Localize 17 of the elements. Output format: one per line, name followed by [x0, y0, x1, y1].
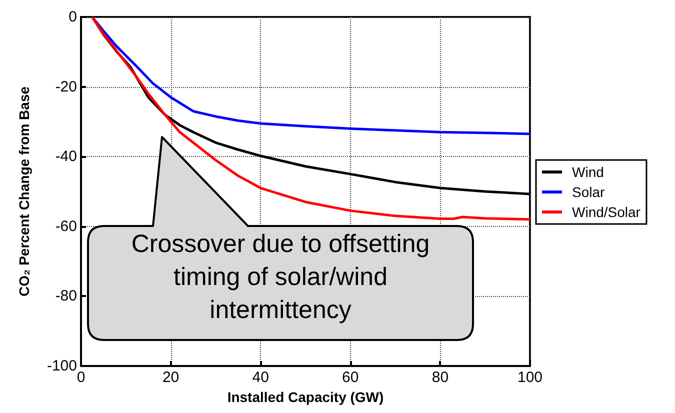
- y-tick-label: -60: [55, 218, 77, 235]
- y-tick-label: -40: [55, 148, 77, 166]
- x-tick-label: 60: [342, 369, 359, 386]
- y-tick-label: -100: [46, 358, 77, 374]
- x-tick-label: 40: [252, 369, 269, 386]
- y-tick-label: -20: [55, 78, 77, 96]
- legend-label: Wind/Solar: [572, 204, 641, 220]
- legend-label: Wind: [572, 164, 604, 180]
- x-axis-title: Installed Capacity (GW): [227, 388, 384, 405]
- x-tick-label: 20: [162, 369, 180, 386]
- y-tick-label: 0: [68, 8, 77, 26]
- x-tick-label: 100: [517, 369, 543, 386]
- y-tick-label: -80: [55, 288, 77, 305]
- x-tick-label: 80: [432, 369, 449, 386]
- y-axis-title: CO₂ Percent Change from Base: [16, 86, 32, 297]
- annotation: Crossover due to offsetting timing of solar/wind intermittency: [130, 229, 431, 326]
- legend-label: Solar: [572, 184, 606, 200]
